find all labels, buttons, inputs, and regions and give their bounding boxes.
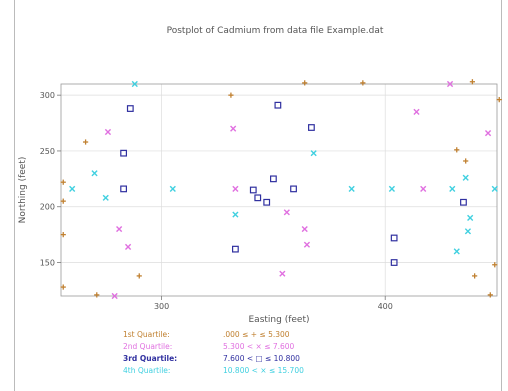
data-point-q3	[254, 194, 262, 202]
data-point-q4	[232, 211, 239, 218]
data-point-q3	[232, 245, 239, 253]
data-point-q4	[464, 228, 472, 235]
data-point-q1	[136, 273, 142, 279]
data-point-q1	[60, 179, 66, 185]
data-point-q3	[249, 186, 257, 194]
legend-range: 10.800 < × ≤ 15.700	[223, 366, 304, 375]
legend-range: .000 ≤ + ≤ 5.300	[223, 330, 290, 339]
data-point-q2	[104, 128, 112, 136]
data-point-q2	[279, 270, 286, 277]
data-point-q3	[308, 124, 315, 131]
data-point-q4	[69, 185, 76, 192]
data-point-q3	[270, 175, 277, 183]
data-point-q3	[390, 234, 398, 242]
data-point-q4	[388, 185, 396, 192]
data-point-q2	[301, 225, 308, 233]
data-point-q4	[131, 80, 138, 88]
data-point-q1	[60, 198, 66, 204]
data-point-q1	[469, 79, 476, 85]
data-point-q1	[454, 147, 460, 153]
data-point-q3	[120, 185, 128, 193]
data-point-q1	[60, 284, 66, 290]
data-point-q2	[111, 292, 118, 300]
data-point-q4	[491, 185, 498, 192]
plot-area	[60, 83, 498, 297]
legend-name: 3rd Quartile:	[123, 354, 177, 363]
data-point-q2	[232, 185, 239, 192]
data-point-q2	[446, 80, 454, 88]
chart-frame: Postplot of Cadmium from data file Examp…	[14, 0, 502, 391]
y-axis: 150 200 250 300	[40, 91, 61, 268]
y-axis-label: Northing (feet)	[18, 157, 28, 224]
data-point-q4	[348, 185, 355, 192]
data-point-q2	[116, 225, 123, 233]
data-point-q2	[420, 185, 427, 192]
postplot-chart: Postplot of Cadmium from data file Examp…	[18, 26, 502, 375]
legend: 1st Quartile: .000 ≤ + ≤ 5.300 2nd Quartil…	[123, 330, 304, 375]
data-point-q3	[263, 198, 271, 206]
data-point-q1	[228, 92, 234, 98]
data-point-q1	[360, 80, 366, 86]
y-tick-label: 150	[40, 259, 55, 268]
x-axis-label: Easting (feet)	[249, 315, 310, 325]
data-point-q4	[310, 150, 317, 157]
data-point-q4	[169, 185, 176, 192]
data-point-q4	[467, 214, 474, 221]
data-point-q4	[462, 174, 469, 181]
data-point-q1	[463, 158, 469, 164]
y-tick-label: 300	[40, 91, 55, 100]
legend-name: 2nd Quartile:	[123, 342, 172, 351]
data-point-q3	[390, 259, 398, 266]
data-point-q2	[230, 125, 237, 132]
chart-title: Postplot of Cadmium from data file Examp…	[167, 26, 384, 36]
data-point-q1	[302, 80, 308, 86]
data-point-q4	[449, 185, 456, 192]
legend-range: 5.300 < × ≤ 7.600	[223, 342, 295, 351]
legend-range: 7.600 < □ ≤ 10.800	[223, 354, 300, 363]
data-point-q4	[453, 248, 460, 255]
data-point-q1	[487, 292, 493, 298]
x-tick-label: 400	[378, 302, 393, 311]
data-point-q2	[283, 209, 290, 216]
x-tick-label: 300	[154, 302, 169, 311]
data-point-q2	[303, 241, 311, 248]
data-point-q4	[102, 194, 109, 201]
data-point-q1	[94, 292, 100, 298]
data-point-q3	[274, 101, 282, 109]
data-point-q4	[91, 170, 98, 177]
data-point-q2	[413, 108, 420, 115]
data-points	[60, 79, 502, 300]
data-point-q3	[120, 149, 128, 157]
data-point-q2	[124, 243, 132, 251]
legend-name: 4th Quartile:	[123, 366, 170, 375]
data-point-q1	[60, 232, 66, 238]
data-point-q3	[460, 198, 467, 206]
data-point-q3	[126, 105, 134, 112]
data-point-q1	[82, 139, 89, 145]
gridlines	[61, 84, 497, 296]
data-point-q3	[290, 185, 297, 193]
data-point-q1	[472, 273, 478, 279]
data-point-q1	[496, 97, 502, 103]
legend-name: 1st Quartile:	[123, 330, 170, 339]
y-tick-label: 250	[40, 147, 55, 156]
x-axis: 300 400	[154, 296, 393, 311]
data-point-q2	[484, 129, 492, 137]
data-point-q1	[492, 262, 498, 268]
y-tick-label: 200	[40, 203, 55, 212]
